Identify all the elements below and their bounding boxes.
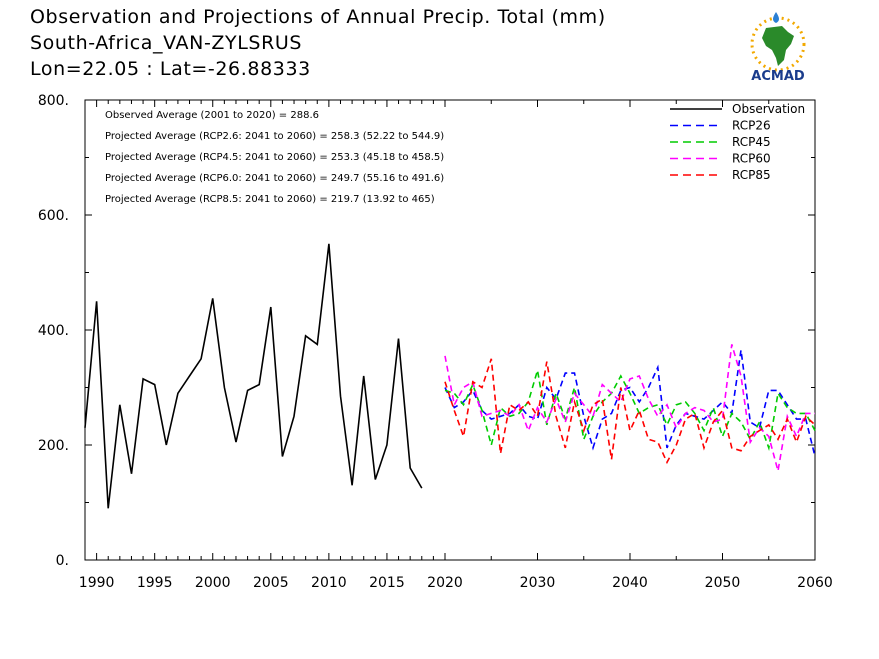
series-observation [84,243,423,509]
africa-map-logo-icon [750,12,806,72]
series-line [444,344,815,472]
x-tick-label: 2050 [705,575,741,591]
series-line [444,358,816,465]
legend: Observation RCP26 RCP45 RCP60 RCP85 [670,102,805,182]
x-tick-label: 2030 [520,575,556,591]
legend-label: RCP60 [732,152,771,166]
logo-text: ACMAD [751,69,805,84]
legend-label: Observation [732,102,805,116]
series-layer [84,243,816,509]
stat-line: Projected Average (RCP4.5: 2041 to 2060)… [105,152,444,163]
x-tick-label: 2060 [797,575,833,591]
series-line [84,243,423,509]
x-tick-label: 2010 [311,575,347,591]
x-tick-label: 2040 [612,575,648,591]
series-rcp26 [444,349,816,457]
y-tick-label: 0. [56,553,69,569]
x-tick-label: 2015 [369,575,405,591]
x-tick-label: 2005 [253,575,289,591]
x-tick-label: 1995 [137,575,173,591]
stat-line: Projected Average (RCP8.5: 2041 to 2060)… [105,194,435,205]
legend-label: RCP85 [732,168,771,182]
stats-annotations: Observed Average (2001 to 2020) = 288.6 P… [105,110,444,205]
series-rcp60 [444,344,815,472]
series-line [444,349,816,457]
y-tick-label: 800. [38,93,69,109]
stat-line: Observed Average (2001 to 2020) = 288.6 [105,110,319,121]
legend-label: RCP45 [732,135,771,149]
legend-label: RCP26 [732,119,771,133]
x-tick-label: 1990 [79,575,115,591]
y-tick-label: 200. [38,438,69,454]
stat-line: Projected Average (RCP6.0: 2041 to 2060)… [105,173,444,184]
chart-title: Observation and Projections of Annual Pr… [30,6,606,28]
coordinates-label: Lon=22.05 : Lat=-26.88333 [30,58,311,80]
y-axis: 0. 200. 400. 600. 800. [38,93,815,569]
y-tick-label: 400. [38,323,69,339]
plot-frame [84,99,816,561]
x-tick-label: 2020 [427,575,463,591]
series-rcp85 [444,358,816,465]
acmad-logo: ACMAD [750,12,806,84]
series-line [444,370,816,452]
stat-line: Projected Average (RCP2.6: 2041 to 2060)… [105,131,444,142]
x-axis: 1990 1995 2000 2005 2010 2015 2020 2030 2040 2050… [79,100,833,591]
series-rcp45 [444,370,816,452]
x-tick-label: 2000 [195,575,231,591]
station-name: South-Africa_VAN-ZYLSRUS [30,32,303,54]
y-tick-label: 600. [38,208,69,224]
